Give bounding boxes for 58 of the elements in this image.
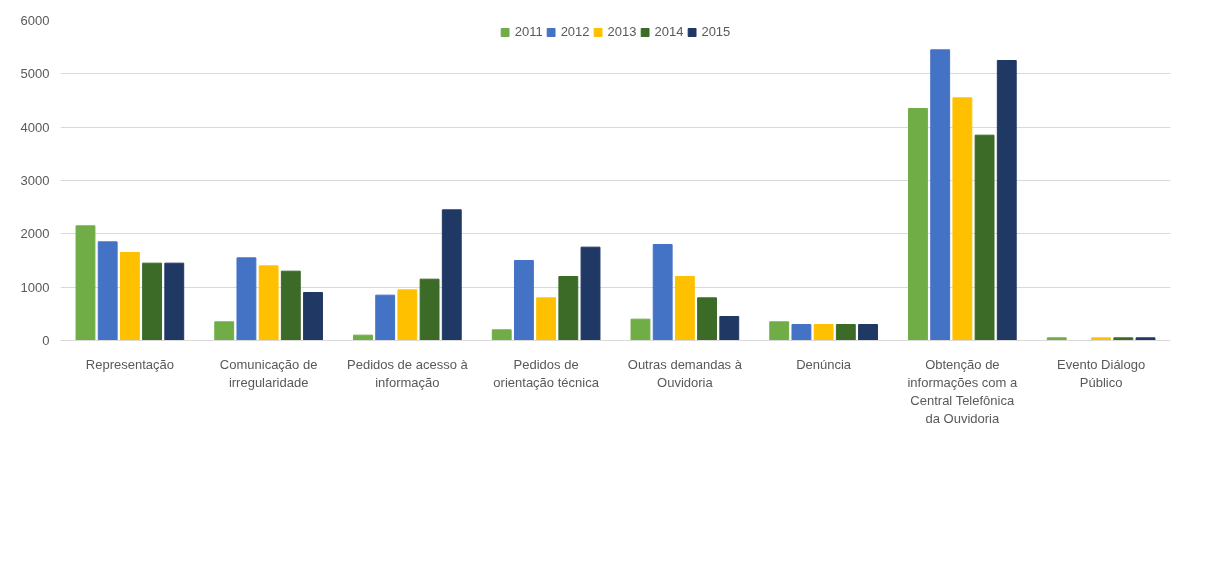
bar: [303, 292, 323, 341]
bar: [974, 134, 995, 341]
bar: [1135, 337, 1156, 341]
bar: [491, 329, 512, 341]
y-tick-label: 5000: [20, 66, 50, 82]
bar: [419, 278, 440, 341]
bar: [397, 289, 418, 341]
x-tick-label: Pedidos de acesso à informação: [347, 356, 469, 390]
x-tick-label: Denúncia: [796, 356, 852, 372]
bar: [236, 257, 257, 341]
bar: [164, 262, 185, 341]
bar: [674, 276, 695, 341]
bar: [1046, 337, 1067, 341]
x-tick-label: Comunicação de irregularidade: [219, 356, 318, 390]
bar: [769, 321, 790, 341]
bar: [630, 318, 651, 341]
bar: [258, 265, 279, 341]
bar: [441, 209, 462, 341]
bar: [952, 97, 973, 341]
y-tick-label: 1000: [20, 279, 50, 295]
bar: [858, 324, 878, 341]
bar: [214, 321, 235, 341]
y-tick-label: 6000: [20, 13, 50, 28]
bar: [996, 60, 1017, 341]
bar: [119, 252, 140, 341]
y-tick-label: 0: [42, 333, 50, 348]
bar: [652, 244, 673, 341]
bar: [280, 270, 301, 341]
bar: [719, 316, 740, 341]
y-tick-label: 4000: [20, 119, 50, 135]
bar: [75, 225, 96, 341]
bar: [930, 49, 951, 341]
bar: [536, 297, 557, 341]
bar: [1091, 337, 1112, 341]
bar: [97, 241, 118, 341]
bar: [375, 294, 396, 341]
bar: [697, 297, 718, 341]
legend-label: 2012: [560, 24, 590, 39]
bar: [908, 108, 928, 341]
x-tick-label: Evento Diálogo Público: [1057, 356, 1146, 390]
legend-label: 2015: [701, 24, 731, 39]
bar: [1113, 337, 1134, 341]
bar: [513, 260, 534, 341]
bar: [580, 246, 601, 341]
bar: [835, 324, 856, 341]
legend-label: 2011: [514, 24, 543, 39]
bar: [142, 262, 163, 341]
bar: [813, 324, 834, 341]
legend-label: 2013: [607, 24, 637, 39]
bar: [791, 324, 812, 341]
x-tick-label: Pedidos de orientação técnica: [493, 356, 600, 390]
x-tick-label: Representação: [85, 356, 174, 372]
legend-label: 2014: [654, 24, 684, 39]
y-tick-label: 3000: [20, 173, 50, 188]
x-tick-label: Outras demandas à Ouvidoria: [627, 356, 743, 390]
bar: [558, 276, 579, 341]
y-tick-label: 2000: [20, 226, 50, 242]
x-tick-label: Obtenção de informações com a Central Telefônica da Ouvidoria: [907, 356, 1019, 426]
